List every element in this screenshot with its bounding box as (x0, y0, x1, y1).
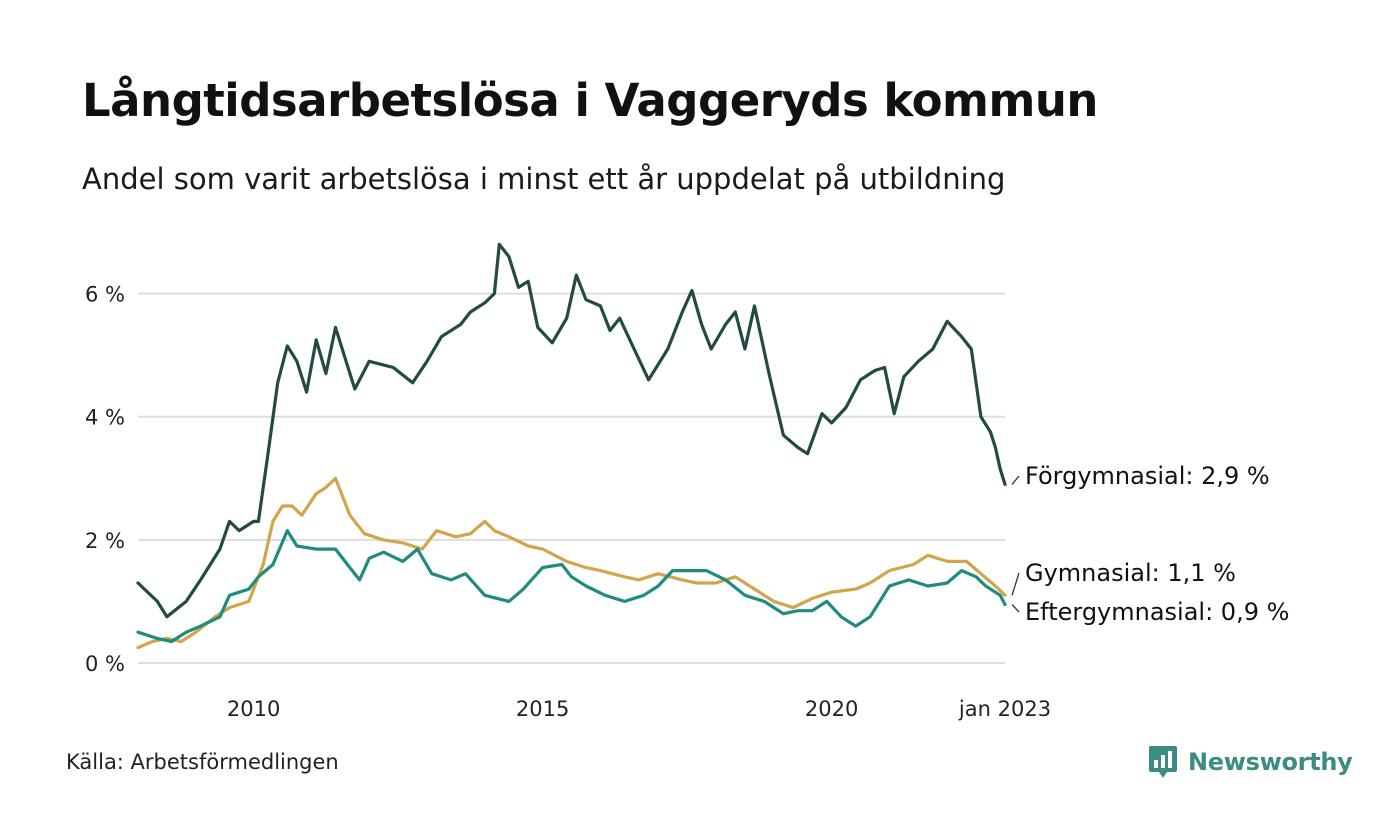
y-axis-ticks: 0 % 2 % 4 % 6 % (85, 283, 125, 676)
x-axis-ticks: 2010 2015 2020 jan 2023 (227, 697, 1051, 721)
x-tick-label: jan 2023 (958, 697, 1051, 721)
chart-title: Långtidsarbetslösa i Vaggeryds kommun (82, 74, 1098, 127)
series-end-labels: Förgymnasial: 2,9 % Gymnasial: 1,1 % Efter… (1011, 462, 1289, 626)
series-end-label: Gymnasial: 1,1 % (1025, 559, 1236, 587)
label-leader-line (1011, 604, 1020, 613)
series-end-label: Eftergymnasial: 0,9 % (1025, 598, 1289, 626)
y-tick-label: 4 % (85, 406, 125, 430)
y-tick-label: 6 % (85, 283, 125, 307)
label-leader-line (1011, 475, 1020, 485)
chart-subtitle: Andel som varit arbetslösa i minst ett å… (82, 162, 1006, 196)
series-end-label: Förgymnasial: 2,9 % (1025, 462, 1270, 490)
x-tick-label: 2010 (227, 697, 280, 721)
x-tick-label: 2015 (516, 697, 569, 721)
source-note: Källa: Arbetsförmedlingen (66, 750, 339, 774)
chart-bubble-icon (1149, 746, 1177, 778)
series-lines (136, 242, 1007, 650)
x-tick-label: 2020 (805, 697, 858, 721)
brand-name: Newsworthy (1188, 748, 1353, 776)
series-line-förgymnasial (136, 242, 1007, 619)
series-line-gymnasial (136, 476, 1007, 650)
y-tick-label: 0 % (85, 652, 125, 676)
brand-logo: Newsworthy (1148, 744, 1353, 780)
series-line-eftergymnasial (136, 528, 1007, 644)
y-tick-label: 2 % (85, 529, 125, 553)
label-leader-line (1011, 572, 1020, 596)
